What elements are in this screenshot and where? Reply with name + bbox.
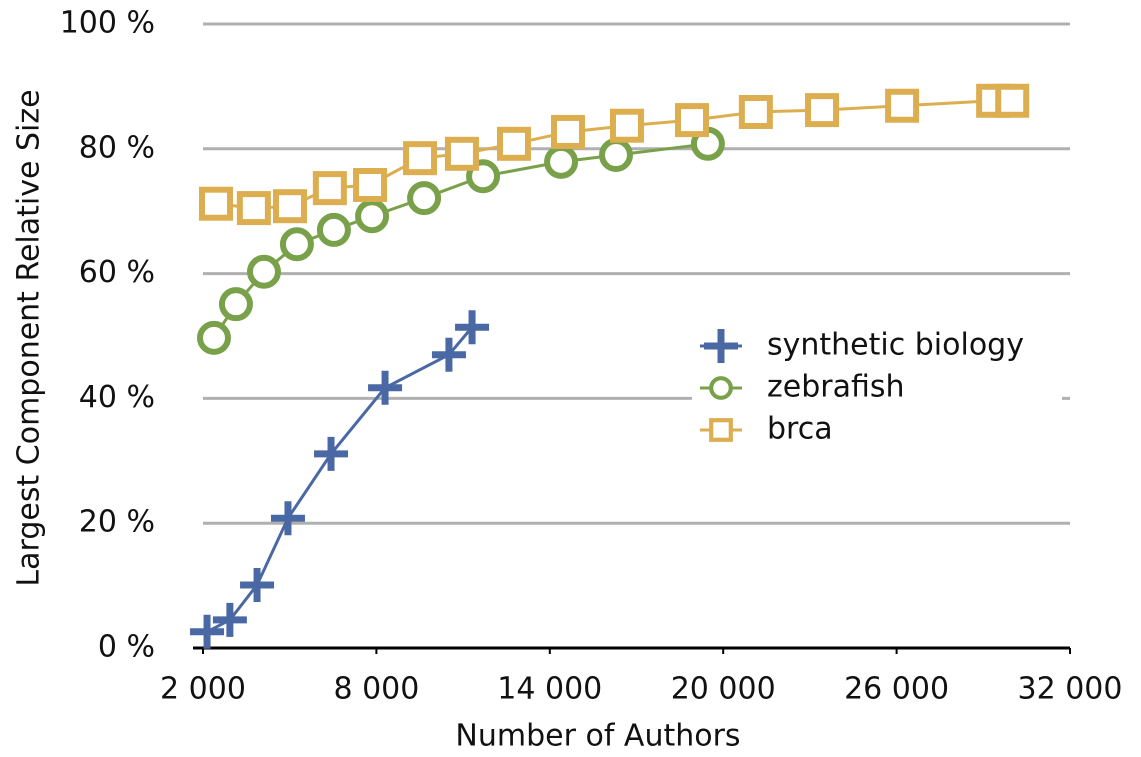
marker — [246, 254, 281, 289]
marker — [455, 310, 490, 345]
marker — [212, 602, 247, 637]
marker — [805, 93, 840, 128]
marker — [314, 436, 349, 471]
marker — [674, 103, 709, 138]
series-line — [215, 99, 1013, 210]
x-tick-label: 20 000 — [671, 672, 776, 707]
marker — [355, 199, 390, 234]
marker — [609, 108, 644, 143]
x-tick-label: 14 000 — [497, 672, 602, 707]
x-tick-label: 2 000 — [160, 672, 246, 707]
legend-marker — [709, 418, 733, 442]
marker — [885, 88, 920, 123]
marker — [190, 614, 225, 649]
legend-label: synthetic biology — [767, 328, 1024, 363]
x-tick-label: 8 000 — [333, 672, 419, 707]
marker — [270, 501, 305, 536]
series-line — [206, 326, 474, 634]
marker — [407, 181, 442, 216]
marker — [236, 191, 271, 226]
marker — [995, 83, 1030, 118]
legend-marker — [709, 376, 733, 400]
y-tick-label: 40 % — [79, 380, 155, 415]
marker — [496, 126, 531, 161]
marker — [196, 320, 231, 355]
marker — [444, 136, 479, 171]
y-tick-label: 60 % — [79, 255, 155, 290]
marker — [199, 186, 234, 221]
legend-box — [692, 322, 1062, 462]
marker — [353, 167, 388, 202]
marker — [544, 144, 579, 179]
legend-label: brca — [767, 412, 833, 447]
marker — [240, 567, 275, 602]
marker — [218, 287, 253, 322]
x-axis-title: Number of Authors — [455, 719, 740, 754]
x-tick-label: 26 000 — [844, 672, 949, 707]
marker — [279, 227, 314, 262]
y-tick-label: 80 % — [79, 130, 155, 165]
y-tick-label: 100 % — [60, 6, 155, 41]
legend-label: zebrafish — [767, 370, 905, 405]
y-tick-label: 20 % — [79, 505, 155, 540]
x-tick-label: 32 000 — [1018, 672, 1123, 707]
y-axis-title: Largest Component Relative Size — [12, 89, 47, 586]
marker — [431, 337, 466, 372]
y-tick-label: 0 % — [98, 630, 155, 665]
marker — [312, 171, 347, 206]
marker — [598, 138, 633, 173]
marker — [551, 114, 586, 149]
marker — [403, 141, 438, 176]
marker — [316, 212, 351, 247]
marker — [272, 189, 307, 224]
legend-marker — [704, 329, 738, 363]
marker — [738, 94, 773, 129]
marker — [368, 370, 403, 405]
